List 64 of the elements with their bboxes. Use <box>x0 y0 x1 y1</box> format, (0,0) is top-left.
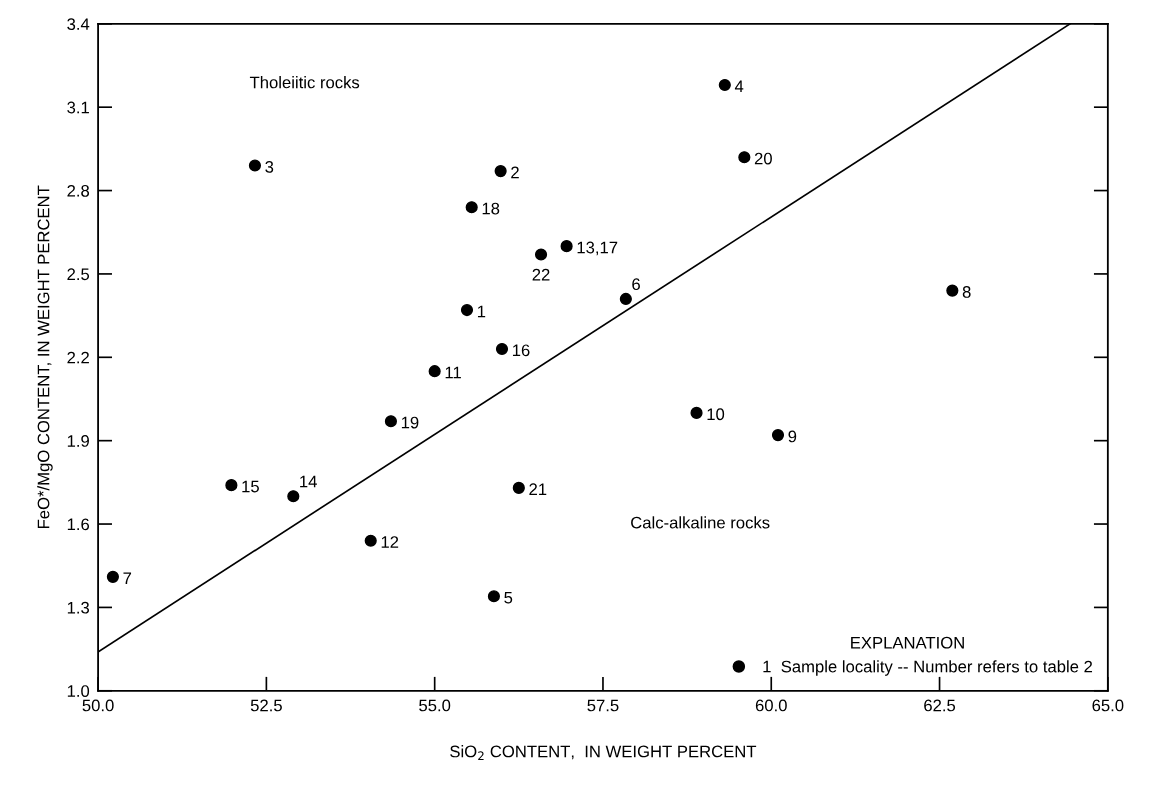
point <box>460 303 474 317</box>
point <box>512 481 525 494</box>
x-tick-label: 55.0 <box>419 699 451 712</box>
y-tick-label: 3.4 <box>67 18 90 31</box>
x-tick-label: 52.5 <box>250 699 282 712</box>
annotation: 4 <box>734 80 744 93</box>
annotation: 20 <box>754 152 772 165</box>
point <box>248 159 262 172</box>
y-tick-label: 3.1 <box>67 101 89 114</box>
annotation: 18 <box>482 202 500 215</box>
y-tick-label: 1.9 <box>67 435 89 447</box>
x-tick-label: 60.0 <box>755 699 787 712</box>
y-axis-title: FeO*/MgO CONTENT, IN WEIGHT PERCENT <box>37 185 53 529</box>
point <box>494 165 507 178</box>
annotation: 16 <box>512 344 530 357</box>
annotation: 22 <box>532 268 550 281</box>
point <box>619 292 632 306</box>
annotation: 15 <box>242 480 259 493</box>
point <box>465 201 478 214</box>
legend-title: EXPLANATION <box>851 636 964 649</box>
y-tick-label: 1.0 <box>67 685 90 697</box>
point <box>364 534 377 547</box>
point <box>384 415 397 428</box>
point <box>487 590 500 603</box>
y-tick-label: 1.3 <box>67 601 90 614</box>
y-tick-label: 2.8 <box>67 184 90 197</box>
x-tick-label: 50.0 <box>82 699 114 712</box>
point <box>690 406 703 419</box>
point <box>771 429 785 442</box>
annotation: 9 <box>788 430 797 443</box>
point <box>428 365 441 378</box>
point <box>225 479 238 492</box>
point <box>534 248 548 261</box>
x-axis-title: SiO$_{2}$ CONTENT, IN WEIGHT PERCENT <box>450 745 757 760</box>
annotation: 10 <box>707 408 725 421</box>
annotation: 2 <box>511 166 519 179</box>
annotation: 6 <box>632 278 640 291</box>
point <box>495 342 509 356</box>
y-tick-label: 2.2 <box>67 351 89 364</box>
annotation: Tholeiitic rocks <box>249 76 360 89</box>
annotation: 13,17 <box>577 241 618 256</box>
point <box>738 151 751 164</box>
point <box>718 78 731 92</box>
point <box>946 284 959 297</box>
annotation: 1 <box>477 305 486 318</box>
annotation: 11 <box>445 366 461 379</box>
point <box>287 490 300 503</box>
x-tick-label: 57.5 <box>587 699 619 712</box>
legend-label: 1 Sample locality -- Number refers to table 2 <box>763 660 1093 676</box>
annotation: 5 <box>504 591 513 604</box>
annotation: Calc-alkaline rocks <box>631 516 770 529</box>
annotation: 7 <box>123 572 132 584</box>
annotation: 12 <box>381 536 399 548</box>
annotation: 8 <box>962 286 971 298</box>
x-tick-label: 62.5 <box>924 699 956 712</box>
annotation: 14 <box>300 475 317 488</box>
y-tick-label: 1.6 <box>67 518 90 531</box>
annotation: 3 <box>265 161 274 173</box>
annotation: 21 <box>529 483 547 495</box>
point <box>560 240 573 253</box>
x-tick-label: 65.0 <box>1092 699 1124 712</box>
annotation: 19 <box>401 416 419 429</box>
point <box>106 570 119 583</box>
y-tick-label: 2.5 <box>67 268 90 281</box>
